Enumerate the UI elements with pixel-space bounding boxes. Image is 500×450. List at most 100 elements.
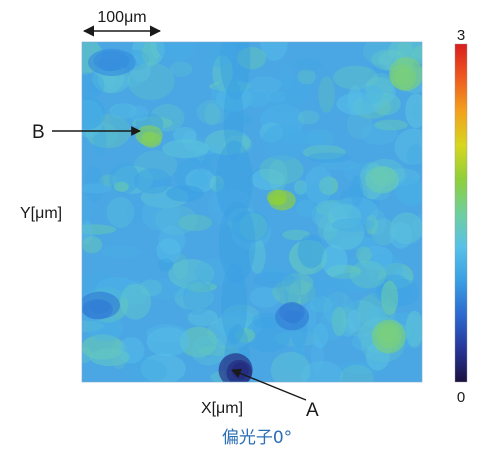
texture-blob (406, 144, 422, 168)
texture-blob (187, 308, 219, 327)
texture-blob (82, 194, 93, 225)
scale-bar-label: 100μm (97, 9, 146, 26)
texture-blob (261, 123, 307, 161)
texture-blob (156, 42, 198, 61)
texture-blob (350, 188, 369, 200)
texture-blob (263, 264, 285, 282)
texture-blob (278, 62, 292, 90)
texture-blob (310, 339, 324, 374)
texture-blob (405, 93, 422, 129)
texture-blob (395, 177, 422, 206)
texture-blob (106, 196, 135, 228)
texture-blob (392, 266, 410, 288)
feature-mid-right-light (373, 170, 391, 184)
figure-caption: 偏光子0° (222, 428, 292, 448)
texture-blob (347, 309, 362, 333)
texture-blob (178, 214, 213, 232)
texture-blob (412, 214, 422, 238)
plot-area (82, 42, 422, 382)
texture-blob (127, 62, 175, 101)
texture-blob (238, 113, 253, 125)
texture-blob (221, 304, 261, 329)
texture-blob (362, 42, 402, 66)
texture-blob (190, 171, 209, 188)
texture-blob (253, 271, 296, 288)
texture-blob (360, 85, 384, 104)
texture-blob (366, 251, 393, 271)
texture-blob (283, 269, 302, 305)
texture-blob (282, 77, 312, 105)
texture-blob (87, 314, 124, 342)
texture-blob (129, 105, 149, 122)
texture-blob (179, 326, 218, 358)
texture-blob (249, 286, 281, 308)
texture-blob (366, 252, 403, 287)
texture-blob (381, 280, 399, 316)
texture-blob (259, 155, 304, 185)
texture-blob (360, 122, 398, 146)
texture-blob (368, 63, 392, 100)
colorbar-gradient (454, 43, 468, 383)
texture-blob (368, 209, 387, 236)
feature-left-bottom-dark (89, 300, 110, 314)
texture-blob (359, 154, 376, 170)
texture-blob (140, 353, 186, 382)
texture-blob (141, 196, 181, 231)
x-axis-label: X[μm] (201, 400, 243, 417)
texture-blob (85, 122, 119, 148)
texture-blob (307, 280, 344, 315)
texture-blob (113, 181, 129, 192)
texture-blob (82, 224, 117, 235)
texture-blob (293, 58, 323, 72)
texture-blob (82, 236, 103, 254)
texture-blob (168, 259, 215, 289)
colorbar-tick-min: 0 (457, 389, 465, 406)
feature-right-bottom-dark (284, 309, 302, 324)
feature-top-dark-patch (98, 57, 122, 72)
heatmap-features (82, 42, 422, 382)
texture-blob (412, 45, 422, 65)
texture-blob (331, 306, 347, 336)
texture-blob (132, 42, 165, 67)
texture-blob (405, 310, 422, 348)
texture-blob (394, 128, 422, 165)
texture-blob (150, 104, 185, 132)
texture-blob (339, 364, 374, 382)
texture-blob (371, 218, 396, 246)
texture-blob (183, 279, 213, 316)
texture-blob (123, 358, 168, 382)
texture-blob (297, 234, 325, 269)
texture-blob (204, 103, 221, 126)
texture-blob (169, 61, 193, 77)
feature-vertical-dark-band (218, 201, 256, 284)
texture-blob (266, 91, 302, 113)
texture-blob (82, 320, 105, 332)
texture-blob (349, 260, 387, 289)
texture-blob (270, 351, 311, 382)
texture-blob (232, 210, 270, 243)
texture-blob (346, 109, 373, 140)
feature-vertical-dark-band (215, 140, 253, 223)
feature-vertical-dark-band (221, 263, 248, 345)
texture-blob (356, 246, 372, 263)
texture-blob (389, 221, 413, 249)
texture-blob (232, 42, 249, 49)
texture-blob (87, 81, 103, 95)
texture-blob (89, 348, 130, 367)
texture-blob (339, 318, 356, 338)
texture-blob (318, 176, 339, 196)
texture-blob (390, 212, 422, 245)
feature-right-bottom-green (380, 324, 398, 342)
texture-blob (336, 92, 382, 116)
texture-blob (331, 196, 379, 226)
texture-blob (309, 295, 333, 313)
texture-blob (331, 218, 376, 232)
texture-blob (154, 205, 198, 235)
texture-blob (358, 245, 393, 271)
feature-top-right-green (394, 68, 412, 86)
texture-blob (194, 258, 233, 287)
texture-blob (319, 159, 359, 171)
texture-blob (278, 356, 298, 371)
texture-blob (297, 69, 316, 85)
